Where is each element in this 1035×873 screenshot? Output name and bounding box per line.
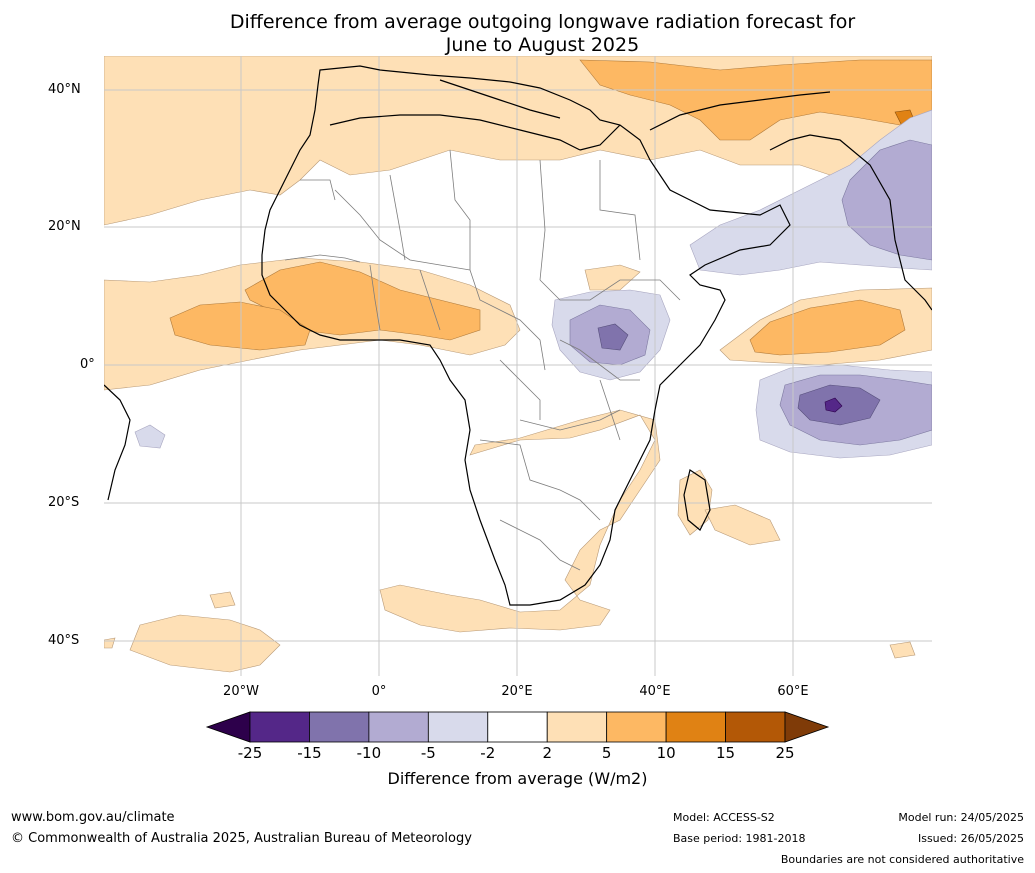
colorbar-swatch bbox=[665, 711, 726, 743]
colorbar-arrow-high bbox=[784, 711, 830, 743]
model-run-text: Model run: 24/05/2025 bbox=[898, 811, 1024, 824]
colorbar-swatch bbox=[427, 711, 489, 743]
colorbar-swatch bbox=[725, 711, 786, 743]
colorbar-arrow-low bbox=[205, 711, 251, 743]
copyright-text: © Commonwealth of Australia 2025, Austra… bbox=[11, 831, 472, 846]
colorbar-tick-label: -25 bbox=[237, 744, 263, 762]
base-period-text: Base period: 1981-2018 bbox=[673, 832, 806, 845]
colorbar-tick-label: 5 bbox=[601, 744, 612, 762]
colorbar-tick-label: -5 bbox=[420, 744, 436, 762]
colorbar-tick-label: 10 bbox=[656, 744, 676, 762]
colorbar-tick-label: 2 bbox=[542, 744, 552, 762]
map-title-line2: June to August 2025 bbox=[445, 34, 640, 56]
colorbar-swatch bbox=[487, 711, 548, 743]
colorbar-swatch bbox=[309, 711, 370, 743]
map-title-line1: Difference from average outgoing longwav… bbox=[229, 11, 856, 33]
country-borders bbox=[284, 149, 681, 571]
colorbar-tick-label: 15 bbox=[716, 744, 736, 762]
model-text: Model: ACCESS-S2 bbox=[673, 811, 775, 824]
issued-text: Issued: 26/05/2025 bbox=[917, 832, 1024, 845]
lon-label-40e: 40°E bbox=[639, 684, 671, 699]
colorbar-swatch bbox=[368, 711, 429, 743]
colorbar-swatch bbox=[546, 711, 608, 743]
disclaimer-text: Boundaries are not considered authoritat… bbox=[780, 853, 1024, 866]
lon-label-60e: 60°E bbox=[777, 684, 809, 699]
lat-label-40s: 40°S bbox=[48, 633, 80, 648]
lat-label-40n: 40°N bbox=[48, 82, 81, 97]
coastlines bbox=[104, 65, 932, 606]
lat-label-20s: 20°S bbox=[48, 495, 80, 510]
colorbar-swatch bbox=[249, 711, 310, 743]
lon-label-20w: 20°W bbox=[223, 684, 259, 699]
colorbar-tick-label: 25 bbox=[775, 744, 795, 762]
colorbar-label: Difference from average (W/m2) bbox=[387, 769, 648, 788]
colorbar-swatch bbox=[606, 711, 667, 743]
website-text: www.bom.gov.au/climate bbox=[11, 810, 175, 825]
lon-label-20e: 20°E bbox=[501, 684, 533, 699]
lon-label-0: 0° bbox=[371, 684, 387, 699]
lat-label-20n: 20°N bbox=[48, 219, 81, 234]
colorbar-tick-label: -2 bbox=[480, 744, 496, 762]
colorbar-tick-label: -10 bbox=[356, 744, 382, 762]
lat-label-0: 0° bbox=[80, 357, 95, 372]
colorbar-tick-label: -15 bbox=[297, 744, 322, 762]
